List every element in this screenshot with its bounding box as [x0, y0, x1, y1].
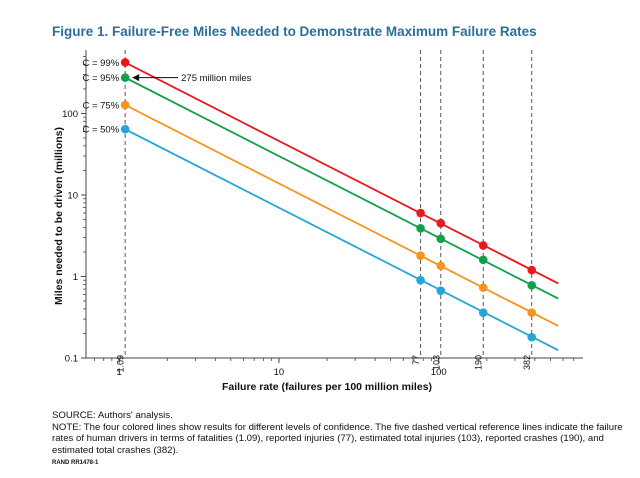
reference-line-label: 103 [431, 355, 441, 370]
source-text: SOURCE: Authors' analysis. [52, 410, 173, 421]
data-point [416, 208, 425, 218]
series-labels: C = 99% C = 95% C = 75% C = 50% [82, 58, 119, 136]
y-tick-label: 1 [73, 272, 78, 283]
series-line [124, 128, 559, 352]
reference-lines: 1.09 77 103 190 382 [116, 50, 533, 373]
data-point [416, 251, 425, 260]
note-text: NOTE: The four colored lines show result… [52, 421, 623, 456]
y-tick-label: 10 [67, 190, 78, 201]
data-point [416, 275, 425, 285]
annotation-text: 275 million miles [181, 73, 251, 84]
series-lines [124, 61, 559, 352]
data-point [478, 241, 488, 250]
data-point [527, 332, 537, 342]
data-point [436, 261, 446, 271]
report-id: RAND RR1478-1 [52, 460, 99, 467]
data-point [436, 218, 446, 228]
x-tick-label: 1 [117, 367, 122, 378]
series-label: C = 95% [82, 73, 119, 84]
reference-line-label: 190 [474, 355, 484, 370]
x-tick-label: 100 [431, 367, 447, 378]
reference-line-label: 1.09 [116, 355, 126, 373]
annotation-arrowhead [132, 74, 140, 82]
data-point [436, 234, 446, 244]
data-point [436, 286, 446, 295]
annotation: 275 million miles [132, 73, 252, 84]
y-tick-label: 100 [62, 109, 78, 120]
chart-ticks: 1 10 100 0.1 1 10 100 [62, 56, 575, 378]
data-point [478, 308, 488, 317]
data-point [478, 255, 488, 265]
series-line [124, 76, 559, 300]
series-line [124, 104, 559, 327]
figure-notes: SOURCE: Authors' analysis. NOTE: The fou… [52, 410, 627, 470]
data-point [120, 124, 130, 134]
x-axis-label: Failure rate (failures per 100 million m… [222, 381, 432, 393]
y-tick-label: 0.1 [65, 354, 78, 365]
data-point [120, 73, 130, 82]
y-axis-label: Miles needed to be driven (millions) [53, 127, 65, 305]
data-point [120, 100, 130, 110]
data-point [478, 283, 488, 292]
reference-line-label: 382 [522, 355, 532, 370]
data-point [527, 265, 537, 275]
figure-title: Figure 1. Failure-Free Miles Needed to D… [52, 24, 537, 39]
series-points [120, 58, 537, 342]
series-line [124, 61, 559, 285]
data-point [120, 58, 130, 67]
data-point [527, 308, 537, 317]
chart-axes [85, 50, 583, 359]
x-tick-label: 10 [274, 367, 285, 378]
reference-line-label: 77 [411, 355, 421, 365]
series-label: C = 50% [82, 125, 119, 136]
series-label: C = 99% [82, 58, 119, 69]
data-point [527, 280, 537, 290]
series-label: C = 75% [82, 100, 119, 111]
data-point [416, 223, 425, 233]
